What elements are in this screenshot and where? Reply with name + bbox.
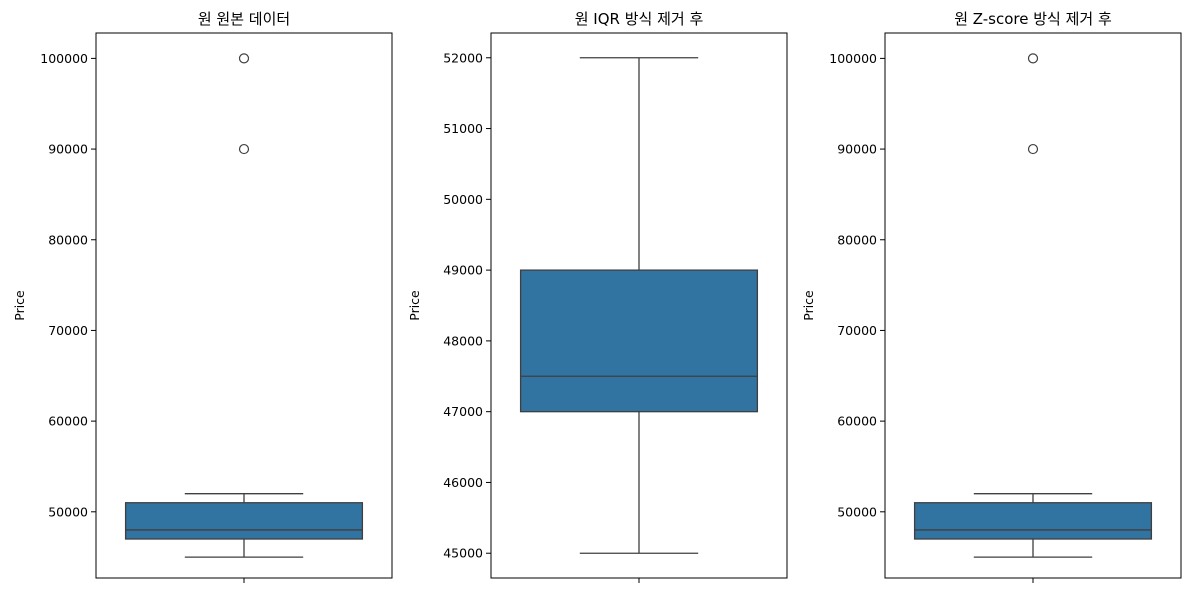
y-tick-label: 100000 (40, 51, 88, 66)
subplot-2: 원 IQR 방식 제거 후 Price 45000 46000 47000 48000 49… (407, 10, 788, 583)
y-tick-label: 46000 (443, 475, 483, 490)
y-tick-label: 52000 (443, 50, 483, 65)
axes-frame (884, 32, 1182, 579)
y-tick-label: 45000 (443, 546, 483, 561)
y-tick-label: 50000 (48, 504, 88, 519)
axes-frame (95, 32, 393, 579)
subplot-title: 원 Z-score 방식 제거 후 (954, 10, 1112, 28)
y-tick-label: 48000 (443, 333, 483, 348)
outlier-point (238, 53, 250, 64)
y-axis-label: Price (12, 290, 27, 321)
y-tick-label: 90000 (48, 142, 88, 157)
y-tick-label: 49000 (443, 263, 483, 278)
outlier-point (1027, 143, 1039, 155)
y-axis-label: Price (407, 290, 422, 321)
outlier-point (238, 143, 250, 155)
box (913, 502, 1153, 540)
y-axis-label: Price (801, 290, 816, 321)
y-tick-label: 100000 (829, 51, 877, 66)
y-tick-label: 70000 (837, 323, 877, 338)
y-tick-label: 60000 (48, 414, 88, 429)
subplot-1: 원 원본 데이터 Price 50000 60000 70000 80000 90000 10… (12, 10, 393, 583)
outlier-point (1027, 53, 1039, 64)
box (124, 502, 364, 540)
y-tick-label: 51000 (443, 121, 483, 136)
y-tick-label: 90000 (837, 142, 877, 157)
y-tick-label: 80000 (48, 232, 88, 247)
y-tick-label: 60000 (837, 414, 877, 429)
subplot-title: 원 원본 데이터 (198, 10, 290, 28)
subplot-title: 원 IQR 방식 제거 후 (575, 10, 704, 28)
box (519, 269, 759, 413)
y-tick-label: 50000 (443, 192, 483, 207)
y-tick-label: 50000 (837, 504, 877, 519)
y-tick-label: 80000 (837, 232, 877, 247)
subplot-3: 원 Z-score 방식 제거 후 Price 50000 60000 70000 800… (801, 10, 1182, 583)
axes-frame (490, 32, 788, 579)
y-tick-label: 70000 (48, 323, 88, 338)
y-tick-label: 47000 (443, 404, 483, 419)
